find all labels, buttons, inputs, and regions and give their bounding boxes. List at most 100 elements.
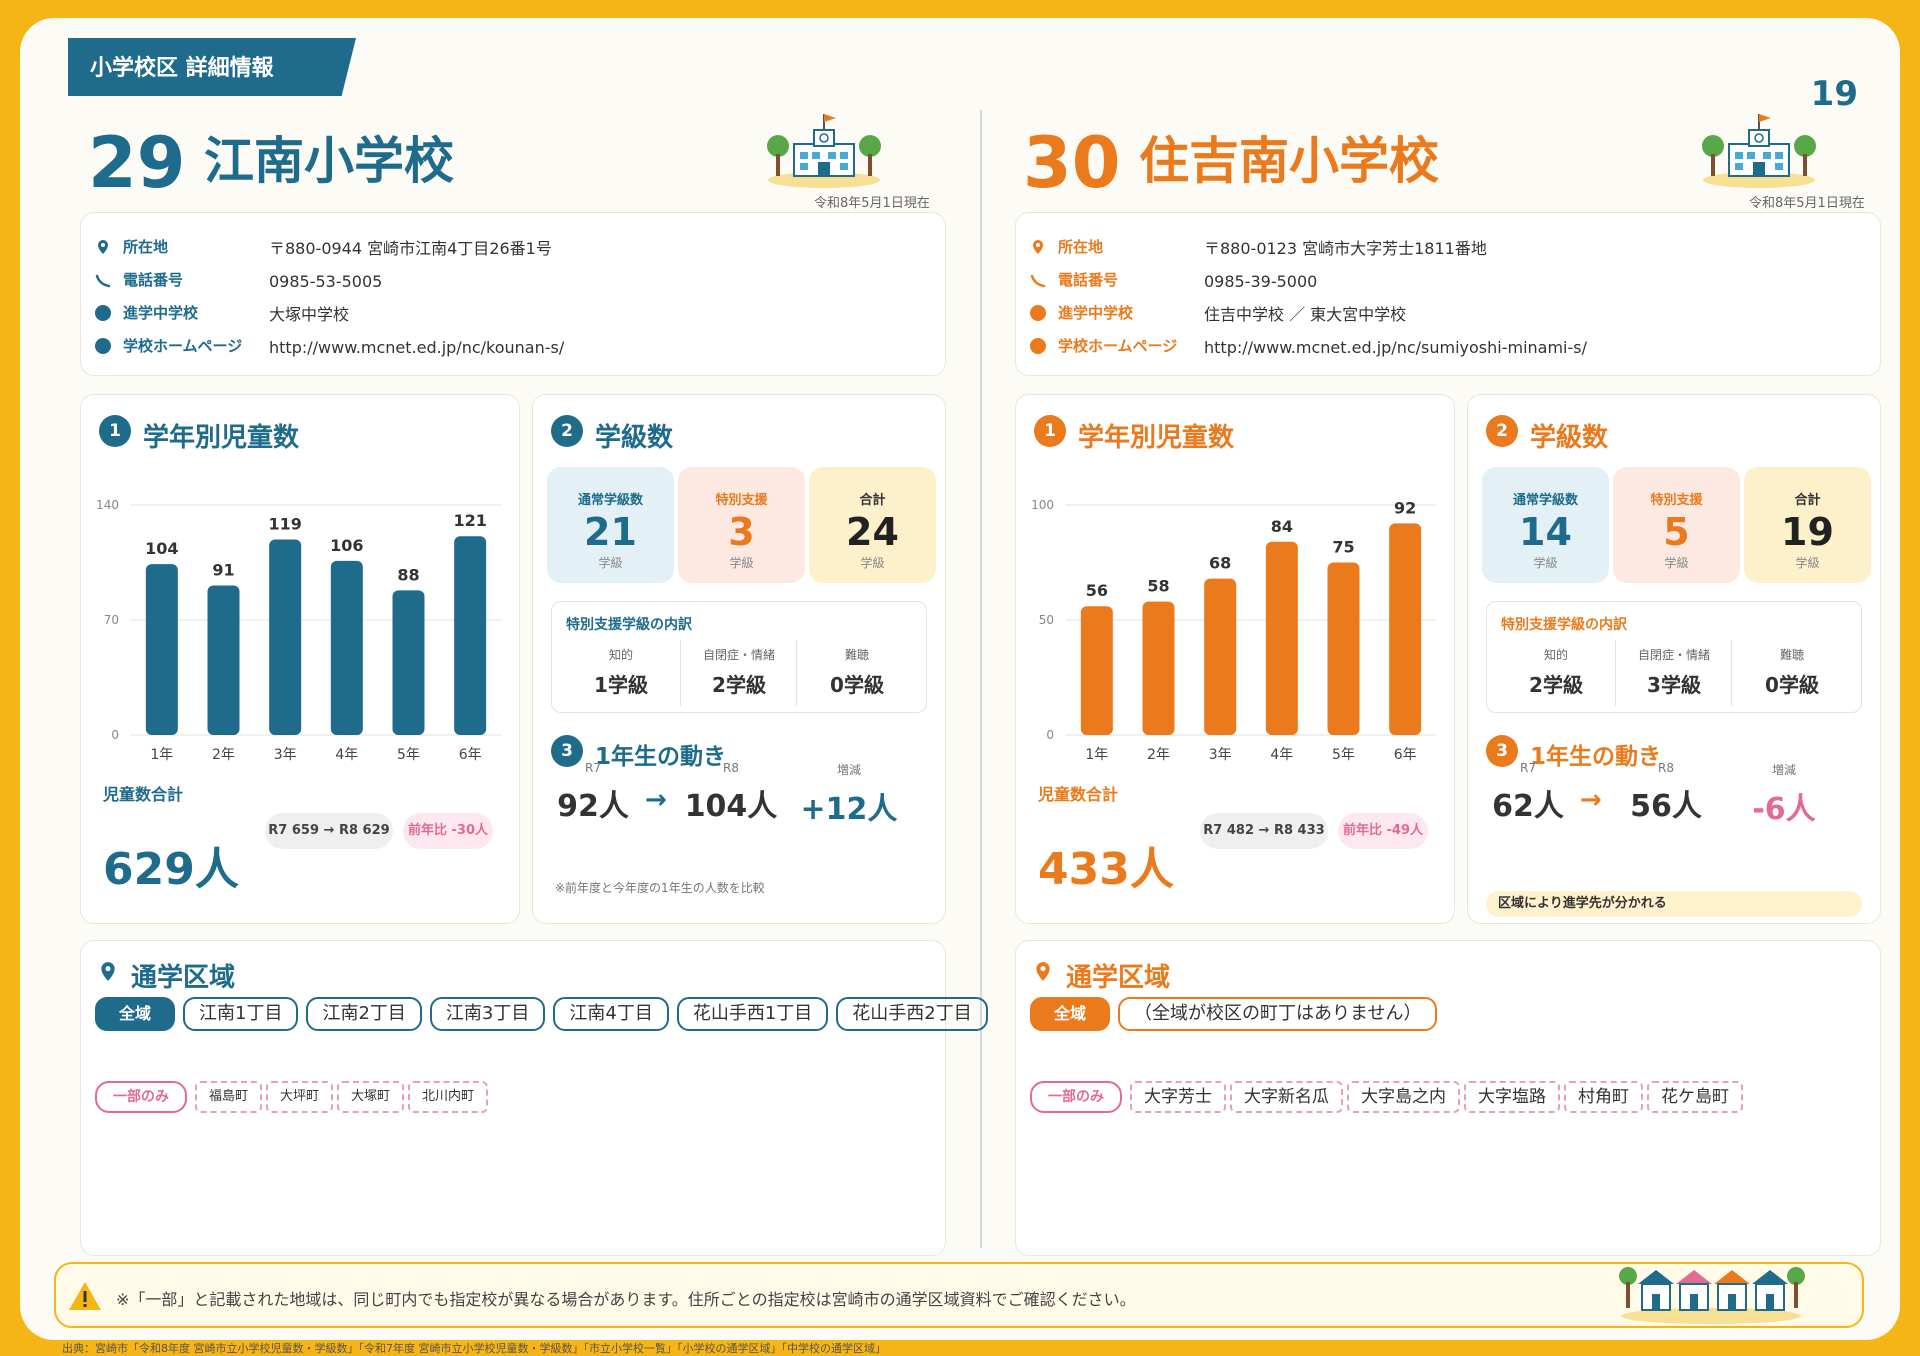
y-tick-label: 140 [96, 498, 119, 512]
box-title: 通常学級数 [577, 493, 643, 508]
move-item-value: 56人 [1630, 789, 1702, 824]
breakdown-item-title: 自閉症・情緒 [702, 648, 775, 662]
info-value: 〒880-0123 宮崎市大字芳士1811番地 [1204, 239, 1487, 258]
section-badge: 2 [551, 415, 583, 447]
as-of-date: 令和8年5月1日現在 [814, 196, 930, 211]
bar [1265, 541, 1298, 735]
bar [1080, 606, 1113, 735]
x-tick-label: 4年 [1270, 747, 1293, 763]
breakdown-item: 難聴 0学級 [1735, 646, 1849, 698]
partial-area-label: 一部のみ [95, 1081, 187, 1113]
first-grade-r7: R7 62人 [1468, 761, 1588, 825]
area-chip: 江南3丁目 [429, 997, 546, 1031]
move-item-value: 62人 [1492, 789, 1564, 824]
homepage-link[interactable]: http://www.mcnet.ed.jp/nc/sumiyoshi-mina… [1204, 338, 1587, 357]
section-badge: 3 [551, 735, 583, 767]
bar-value-label: 121 [453, 511, 486, 530]
bar [330, 560, 363, 735]
box-value: 24 [846, 510, 899, 554]
breakdown-item-value: 2学級 [1529, 673, 1583, 697]
y-tick-label: 0 [111, 728, 119, 742]
x-tick-label: 3年 [1209, 747, 1232, 763]
box-unit: 学級 [1795, 556, 1820, 570]
box-value: 3 [728, 510, 755, 554]
footer-notice: ※「一部」と記載された地域は、同じ町内でも指定校が異なる場合があります。住所ごと… [54, 1262, 1864, 1328]
breakdown-item-title: 難聴 [844, 648, 869, 662]
all-area-label: 全域 [95, 997, 176, 1031]
school-building-icon [767, 114, 881, 188]
box-unit: 学級 [1664, 556, 1689, 570]
bar-value-label: 119 [268, 515, 301, 534]
box-value: 21 [584, 510, 637, 554]
info-value: 大塚中学校 [269, 305, 350, 324]
regular-classes-box: 通常学級数 21 学級 [547, 467, 674, 583]
move-item-title: R8 [1658, 761, 1674, 775]
total-classes-box: 合計 24 学級 [809, 467, 936, 583]
section-badge: 3 [1486, 735, 1518, 767]
category-tag: 小学校区 詳細情報 [68, 38, 356, 96]
students-card: 1 学年別児童数 0 50 100 56 1年 58 2年 68 3年 84 4年 75 5年 92 6年 … [1015, 394, 1455, 924]
info-label: 学校ホームページ [1058, 337, 1178, 355]
total-label: 児童数合計 [1038, 785, 1119, 804]
move-item-title: 増減 [836, 763, 861, 777]
box-value: 5 [1663, 510, 1690, 554]
info-value: 住吉中学校 ／ 東大宮中学校 [1204, 305, 1407, 324]
map-pin-icon [1036, 962, 1050, 981]
town-houses-icon [1619, 1267, 1805, 1324]
bar-value-label: 58 [1147, 577, 1169, 596]
move-item-value: 104人 [684, 789, 778, 824]
area-chip: 花山手西2丁目 [836, 997, 988, 1031]
bar-value-label: 91 [212, 561, 234, 580]
school-name: 江南小学校 [204, 132, 454, 190]
bar-value-label: 75 [1332, 538, 1354, 557]
all-area-label: 全域 [1030, 997, 1111, 1031]
homepage-link[interactable]: http://www.mcnet.ed.jp/nc/kounan-s/ [269, 338, 565, 357]
y-tick-label: 50 [1039, 613, 1054, 627]
compare-pill: R7 482 → R8 433 [1200, 813, 1328, 849]
first-grade-note: 区域により進学先が分かれる [1486, 891, 1862, 917]
x-tick-label: 1年 [150, 747, 173, 763]
school-info-card: 所在地 〒880-0123 宮崎市大字芳士1811番地 電話番号 0985-39… [1015, 212, 1881, 376]
map-pin-icon [98, 240, 108, 254]
bar [145, 564, 178, 735]
breakdown-item-value: 3学級 [1647, 673, 1701, 697]
breakdown-divider [680, 640, 681, 706]
students-bar-chart: 0 50 100 56 1年 58 2年 68 3年 84 4年 75 5年 92 6年 [1031, 498, 1436, 763]
bar-value-label: 106 [330, 536, 363, 555]
school-panel-30: 30 住吉南小学校 令和8年5月1日現在 所在地 〒880-0123 宮崎市大字… [1015, 18, 1895, 1268]
first-grade-r7: R7 92人 [533, 761, 653, 825]
bar [207, 585, 240, 735]
section-title: 通学区域 [1066, 963, 1171, 993]
warning-icon [69, 1282, 101, 1310]
partial-area-chip: 北川内町 [408, 1081, 489, 1113]
y-tick-label: 70 [104, 613, 119, 627]
footer-text: ※「一部」と記載された地域は、同じ町内でも指定校が異なる場合があります。住所ごと… [116, 1290, 1136, 1309]
first-grade-diff: 増減 +12人 [789, 761, 909, 828]
section-title: 1年生の動き [595, 744, 727, 770]
box-unit: 学級 [1533, 556, 1558, 570]
total-students: 629人 [103, 844, 239, 895]
breakdown-item: 自閉症・情緒 3学級 [1617, 646, 1731, 698]
first-grade-note: ※前年度と今年度の1年生の人数を比較 [555, 881, 765, 895]
total-label: 児童数合計 [103, 785, 184, 804]
box-title: 特別支援 [715, 493, 768, 508]
box-title: 合計 [859, 493, 886, 508]
bullet-dot-icon [95, 338, 111, 354]
section-title: 学年別児童数 [143, 423, 300, 453]
section-badge: 1 [1034, 415, 1066, 447]
x-tick-label: 2年 [1147, 747, 1170, 763]
area-chip: 花山手西1丁目 [676, 997, 829, 1031]
move-item-value: -6人 [1752, 792, 1816, 827]
arrow-icon: → [645, 785, 667, 815]
first-grade-r8: R8 56人 [1606, 761, 1726, 825]
partial-area-chip: 大塚町 [337, 1081, 405, 1113]
page-number: 19 [1810, 74, 1858, 114]
all-areas-row: 全域 江南1丁目 江南2丁目 江南3丁目 江南4丁目 花山手西1丁目 花山手西2丁目 [95, 997, 988, 1031]
students-card: 1 学年別児童数 0 70 140 104 1年 91 2年 119 3年 106 4年 88 5年 12… [80, 394, 520, 924]
partial-area-label: 一部のみ [1030, 1081, 1122, 1113]
x-tick-label: 4年 [335, 747, 358, 763]
breakdown-title: 特別支援学級の内訳 [1501, 617, 1627, 633]
box-value: 14 [1519, 510, 1572, 554]
breakdown-item: 知的 2学級 [1499, 646, 1613, 698]
info-label: 所在地 [123, 238, 169, 256]
